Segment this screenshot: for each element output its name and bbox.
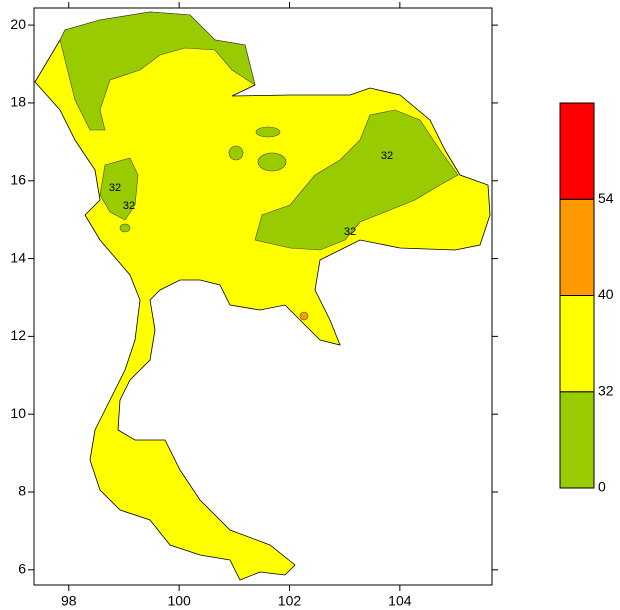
x-tick-label: 98 <box>61 593 77 609</box>
colorbar-label: 32 <box>598 382 614 398</box>
green-region-west <box>99 157 139 221</box>
colorbar-label: 54 <box>598 190 614 206</box>
green-patch <box>255 126 281 138</box>
y-tick-label: 16 <box>10 171 26 187</box>
colorbar-segment <box>559 102 595 200</box>
y-tick-label: 6 <box>18 561 26 577</box>
green-patch <box>228 145 244 161</box>
x-tick-label: 102 <box>278 593 302 609</box>
y-tick-label: 18 <box>10 94 26 110</box>
colorbar-segment <box>559 295 595 393</box>
orange-patch <box>299 311 309 321</box>
x-tick-label: 100 <box>167 593 191 609</box>
colorbar-label: 40 <box>598 286 614 302</box>
y-tick-label: 12 <box>10 327 26 343</box>
y-tick-label: 20 <box>10 16 26 32</box>
contour-label: 32 <box>381 150 393 162</box>
y-tick-label: 10 <box>10 405 26 421</box>
y-tick-label: 14 <box>10 249 26 265</box>
green-region-northeast <box>254 109 459 251</box>
y-tick-label: 8 <box>18 483 26 499</box>
green-patch <box>257 152 287 172</box>
contour-label: 32 <box>109 182 121 194</box>
colorbar-label: 0 <box>598 479 606 495</box>
x-tick-label: 104 <box>388 593 412 609</box>
colorbar-segment <box>559 198 595 296</box>
green-patch <box>119 223 131 233</box>
contour-label: 32 <box>123 200 135 212</box>
map-shapes <box>34 11 491 581</box>
green-region-north <box>59 11 256 131</box>
colorbar-segment <box>559 391 595 489</box>
plot-frame <box>33 7 493 586</box>
contour-label: 32 <box>344 226 356 238</box>
